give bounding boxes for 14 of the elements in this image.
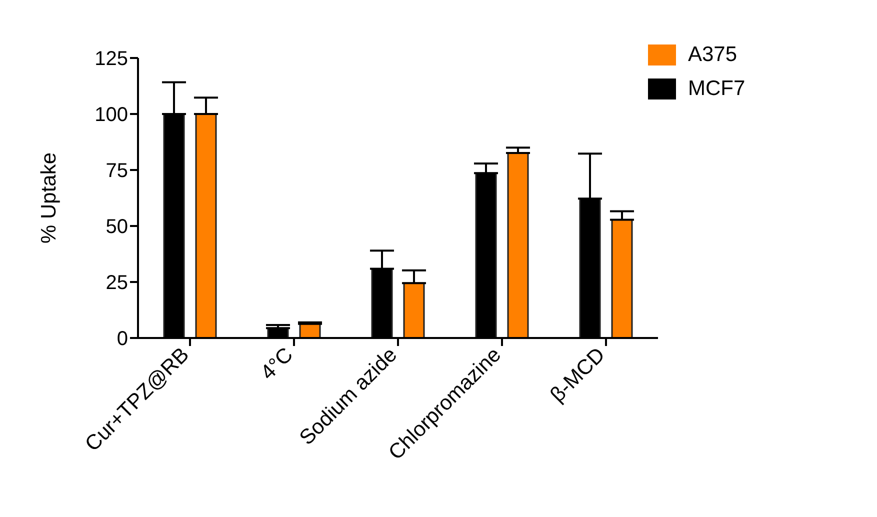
legend-label: A375 [688, 43, 738, 66]
bar [507, 152, 529, 338]
bar [195, 113, 217, 338]
legend-label: MCF7 [688, 77, 746, 100]
y-tick-label: 25 [106, 272, 128, 294]
y-tick-label: 50 [106, 216, 128, 238]
y-tick-label: 75 [106, 160, 128, 182]
y-axis-title: % Uptake [37, 152, 60, 244]
bar [611, 218, 633, 338]
bar [403, 282, 425, 338]
x-tick-label: 4°C [256, 343, 298, 384]
y-tick-label: 100 [94, 104, 128, 126]
y-tick-label: 0 [116, 328, 128, 350]
y-tick-label: 125 [94, 48, 128, 70]
